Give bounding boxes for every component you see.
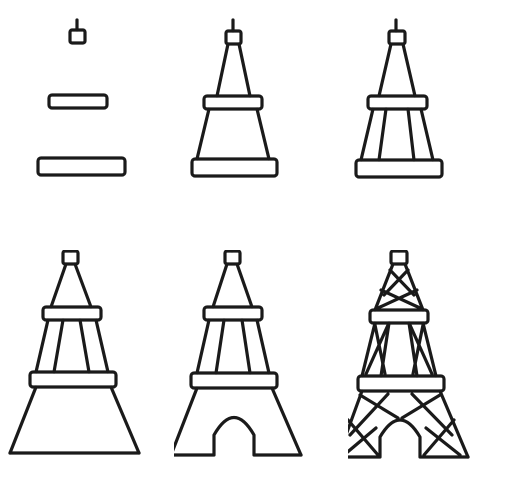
step-6-drawing: [348, 250, 470, 459]
upper-right-leg: [401, 42, 417, 98]
lower-platform: [28, 370, 118, 389]
step-4-drawing: [8, 250, 141, 455]
middle-brace-left-1: [373, 323, 387, 376]
lower-right-leg: [255, 107, 271, 161]
top-box: [68, 28, 87, 45]
step-1-panel: [0, 0, 174, 250]
upper-left-leg: [49, 262, 68, 309]
upper-left-leg: [211, 262, 229, 309]
lower-right-outer-leg: [419, 107, 435, 162]
top-box: [387, 29, 407, 46]
upper-left-leg: [377, 42, 393, 98]
base-platform: [190, 157, 279, 178]
middle-right-inner-leg: [78, 318, 91, 374]
middle-left-outer-leg: [34, 318, 50, 374]
step-3-panel: [348, 0, 522, 250]
lower-right-leg: [438, 389, 470, 459]
lower-brace-4: [348, 426, 378, 454]
step-4-panel: [0, 250, 174, 500]
upper-platform: [47, 93, 109, 110]
arch-base: [174, 416, 303, 457]
step-3-drawing: [354, 18, 444, 179]
middle-left-outer-leg: [360, 321, 377, 378]
lower-brace-5: [400, 393, 442, 420]
upper-right-leg: [73, 262, 93, 309]
lower-platform: [356, 374, 446, 393]
step-1-drawing: [36, 18, 127, 177]
middle-right-outer-leg: [94, 318, 110, 374]
top-box: [224, 29, 243, 46]
lower-left-leg: [174, 386, 199, 452]
arch-base: [348, 418, 470, 459]
middle-left-outer-leg: [195, 318, 211, 375]
top-box: [61, 250, 80, 266]
upper-brace-2: [382, 268, 410, 297]
lower-right-leg: [270, 386, 303, 457]
step-5-drawing: [174, 250, 303, 457]
middle-brace-left-2: [364, 323, 390, 376]
top-box: [389, 250, 409, 266]
middle-right-inner-leg: [240, 318, 252, 375]
lower-left-inner-leg: [377, 107, 388, 162]
step-5-panel: [174, 250, 348, 500]
lower-right-inner-leg: [406, 107, 416, 162]
upper-platform: [202, 94, 264, 111]
middle-left-inner-leg: [214, 318, 226, 375]
lower-right-leg: [109, 385, 141, 455]
step-2-panel: [174, 0, 348, 250]
base-platform: [36, 156, 127, 177]
middle-brace-right-2: [411, 323, 425, 376]
upper-left-leg: [215, 42, 230, 98]
middle-left-inner-leg: [52, 318, 65, 374]
lower-platform: [189, 371, 279, 390]
upper-right-leg: [237, 42, 252, 98]
step-2-drawing: [190, 18, 279, 178]
upper-brace-1: [388, 268, 416, 297]
step-6-panel: [348, 250, 522, 500]
middle-right-outer-leg: [421, 321, 438, 378]
lower-brace-1: [358, 393, 400, 420]
upper-brace-4: [376, 288, 419, 310]
upper-right-leg: [235, 262, 254, 309]
top-box: [223, 250, 242, 266]
base-platform: [354, 158, 444, 179]
upper-platform: [366, 94, 429, 111]
upper-platform: [202, 305, 264, 322]
lower-left-leg: [8, 385, 38, 455]
lower-left-outer-leg: [359, 107, 375, 162]
lower-left-leg: [195, 107, 211, 161]
lower-brace-8: [424, 426, 462, 457]
middle-right-outer-leg: [255, 318, 271, 375]
upper-platform: [368, 308, 430, 325]
middle-brace-right-1: [408, 323, 434, 376]
upper-platform: [41, 305, 103, 322]
